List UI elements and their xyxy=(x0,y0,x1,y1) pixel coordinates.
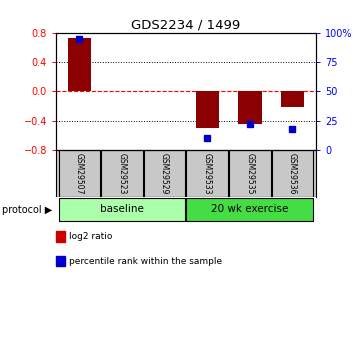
Bar xyxy=(238,91,262,124)
Text: GSM29523: GSM29523 xyxy=(117,152,126,194)
Bar xyxy=(144,150,186,197)
Text: GSM29529: GSM29529 xyxy=(160,152,169,194)
Text: 20 wk exercise: 20 wk exercise xyxy=(211,204,288,214)
Bar xyxy=(186,198,313,221)
Bar xyxy=(229,150,271,197)
Bar xyxy=(281,91,304,107)
Text: protocol ▶: protocol ▶ xyxy=(2,205,52,215)
Bar xyxy=(101,150,143,197)
Text: GSM29533: GSM29533 xyxy=(203,152,212,194)
Text: GSM29536: GSM29536 xyxy=(288,152,297,194)
Title: GDS2234 / 1499: GDS2234 / 1499 xyxy=(131,19,240,32)
Bar xyxy=(58,150,100,197)
Bar xyxy=(58,198,186,221)
Text: GSM29535: GSM29535 xyxy=(245,152,255,194)
Bar xyxy=(271,150,313,197)
Text: baseline: baseline xyxy=(100,204,144,214)
Bar xyxy=(196,91,219,128)
Bar xyxy=(186,150,228,197)
Text: percentile rank within the sample: percentile rank within the sample xyxy=(69,257,222,266)
Text: log2 ratio: log2 ratio xyxy=(69,232,112,241)
Bar xyxy=(68,38,91,91)
Text: GSM29507: GSM29507 xyxy=(75,152,84,194)
